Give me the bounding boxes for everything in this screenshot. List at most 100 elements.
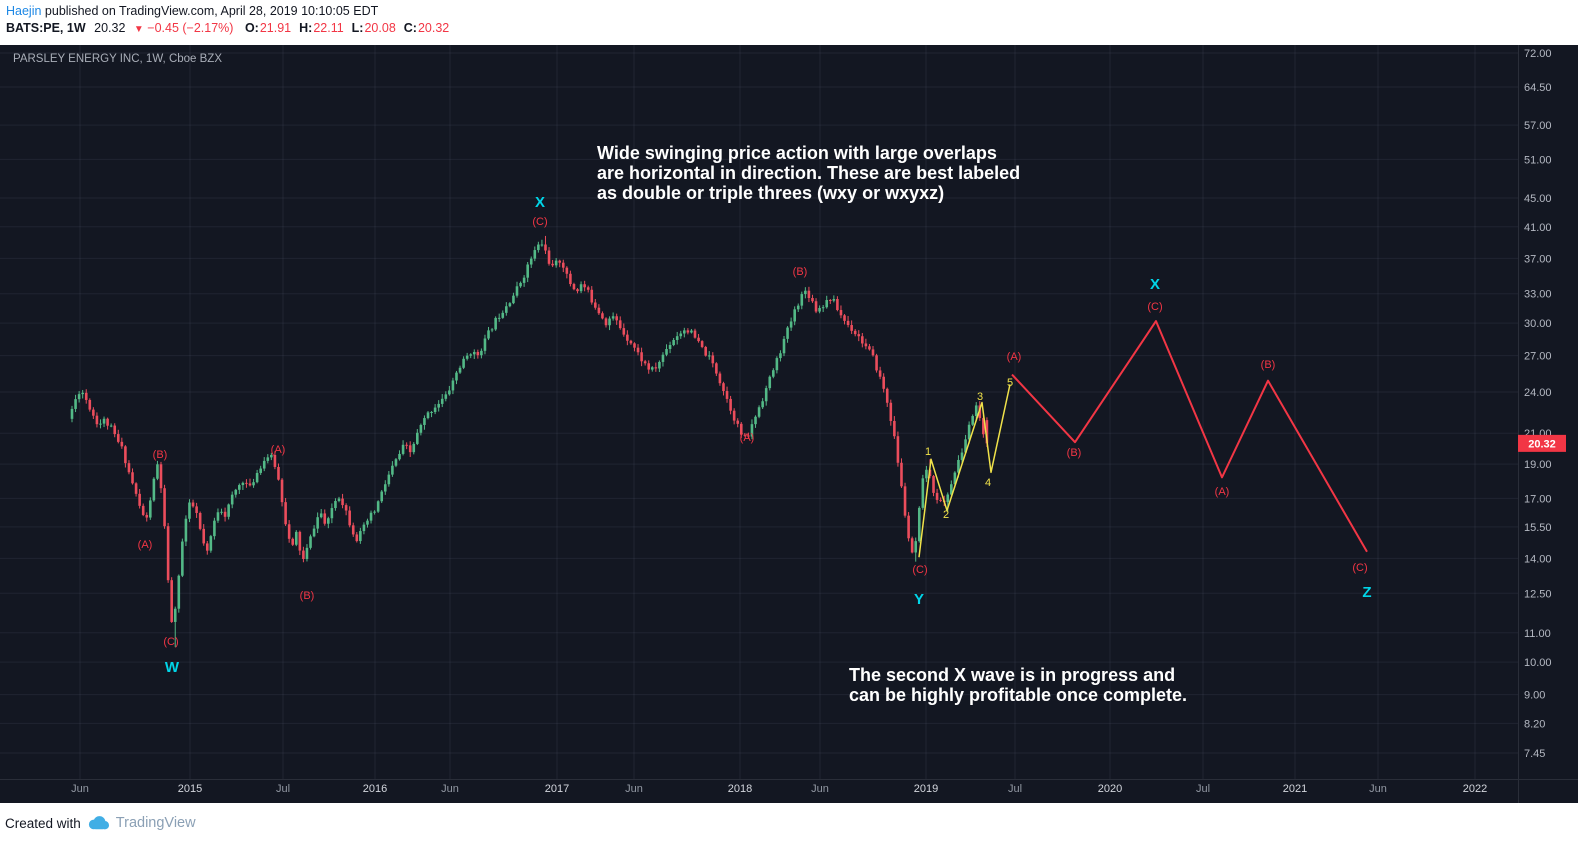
- author-link[interactable]: Haejin: [6, 4, 42, 18]
- wave-label-c: (C): [1352, 562, 1367, 574]
- price-chart-canvas[interactable]: (A) (B) (C) W (A) (B) X (C) (A) (B) (C) Y 1 2 3 4 5 (A) (B…: [0, 45, 1578, 803]
- ohlc-value: 22.11: [313, 21, 344, 35]
- time-tick-label: 2016: [363, 783, 387, 795]
- annotation-note-2: The second X wave is in progress and can …: [849, 665, 1187, 705]
- annotation-line: The second X wave is in progress and: [849, 665, 1176, 685]
- last-price-value: 20.32: [94, 21, 126, 35]
- wave-label-a: (A): [138, 539, 153, 551]
- ohlc-values: O:21.91 H:22.11 L:20.08 C:20.32: [237, 21, 449, 35]
- last-price-badge-text: 20.32: [1528, 438, 1556, 450]
- price-tick-label: 72.00: [1524, 48, 1552, 60]
- candlestick-series: [70, 235, 989, 648]
- time-tick-label: Jul: [1008, 783, 1022, 795]
- price-tick-label: 8.20: [1524, 718, 1545, 730]
- snapshot-footer: Created with TradingView: [0, 803, 1578, 843]
- price-tick-label: 11.00: [1524, 628, 1551, 640]
- wave-label-x: X: [1150, 276, 1160, 293]
- wave-labels-layer: (A) (B) (C) W (A) (B) X (C) (A) (B) (C) Y 1 2 3 4 5 (A) (B…: [138, 194, 1372, 676]
- time-tick-label: Jul: [1196, 783, 1210, 795]
- wave-label-c: (C): [532, 216, 547, 228]
- ohlc-value: 20.08: [364, 21, 396, 35]
- ohlc-key: O:: [244, 21, 259, 35]
- down-arrow-icon: ▼: [133, 24, 144, 35]
- price-change-text: −0.45 (−2.17%): [147, 21, 234, 35]
- wave-label-a: (A): [271, 444, 286, 456]
- last-price-badge: [1518, 434, 1566, 452]
- wave-label-a: (A): [1007, 351, 1022, 363]
- time-tick-label: 2018: [728, 783, 752, 795]
- wave-label-c: (C): [912, 564, 927, 576]
- time-tick-label: 2021: [1283, 783, 1307, 795]
- price-tick-label: 30.00: [1524, 318, 1552, 330]
- wave-label-2: 2: [943, 509, 949, 521]
- chart-symbol-watermark: PARSLEY ENERGY INC, 1W, Cboe BZX: [13, 53, 222, 65]
- wave-label-3: 3: [977, 391, 983, 403]
- wave-label-a: (A): [740, 432, 755, 444]
- price-tick-label: 14.00: [1524, 553, 1552, 565]
- wave-label-1: 1: [925, 446, 931, 458]
- annotation-line: can be highly profitable once complete.: [849, 685, 1188, 705]
- ohlc-key: C:: [403, 21, 417, 35]
- time-tick-label: 2019: [914, 783, 938, 795]
- price-tick-label: 17.00: [1524, 493, 1552, 505]
- price-tick-label: 51.00: [1524, 154, 1552, 166]
- time-tick-label: 2022: [1463, 783, 1487, 795]
- price-tick-label: 37.00: [1524, 253, 1552, 265]
- wave-label-b: (B): [1261, 359, 1276, 371]
- time-tick-label: Jun: [441, 783, 459, 795]
- price-tick-label: 64.50: [1524, 82, 1552, 94]
- quote-line: BATS:PE, 1W 20.32 ▼ −0.45 (−2.17%) O:21.…: [6, 21, 449, 35]
- price-tick-label: 33.00: [1524, 289, 1552, 301]
- tradingview-logo-icon: [88, 816, 109, 830]
- wave-label-z: Z: [1362, 584, 1371, 601]
- wave-label-b: (B): [1067, 447, 1082, 459]
- wave-label-a: (A): [1215, 486, 1230, 498]
- wave-label-w: W: [165, 659, 180, 676]
- tradingview-link[interactable]: TradingView: [115, 815, 196, 831]
- publish-header: Haejin published on TradingView.com, Apr…: [0, 0, 1578, 45]
- publish-line: Haejin published on TradingView.com, Apr…: [6, 4, 378, 18]
- price-tick-label: 15.50: [1524, 522, 1552, 534]
- time-tick-label: 2015: [178, 783, 202, 795]
- price-tick-label: 12.50: [1524, 588, 1552, 600]
- time-axis[interactable]: Jun 2015 Jul 2016 Jun 2017 Jun 2018 Jun 2019 Jul 20…: [0, 779, 1578, 796]
- ohlc-key: H:: [299, 21, 313, 35]
- publish-info-text: published on TradingView.com, April 28, …: [41, 4, 379, 18]
- price-tick-label: 57.00: [1524, 120, 1552, 132]
- chart-area[interactable]: (A) (B) (C) W (A) (B) X (C) (A) (B) (C) Y 1 2 3 4 5 (A) (B…: [0, 45, 1578, 803]
- projection-line-red[interactable]: [1011, 320, 1368, 553]
- wave-label-y: Y: [914, 591, 924, 608]
- wave-label-c: (C): [163, 636, 178, 648]
- price-tick-label: 19.00: [1524, 459, 1552, 471]
- elliott-wave-line-yellow[interactable]: [918, 384, 1011, 558]
- created-with-text: Created with: [5, 815, 81, 831]
- symbol-interval-label: BATS:PE, 1W: [6, 21, 86, 35]
- time-tick-label: 2020: [1098, 783, 1122, 795]
- price-tick-label: 9.00: [1524, 690, 1545, 702]
- price-change: ▼ −0.45 (−2.17%): [134, 21, 234, 35]
- annotation-note-1: Wide swinging price action with large ov…: [597, 143, 1020, 203]
- time-tick-label: 2017: [545, 783, 569, 795]
- annotation-line: Wide swinging price action with large ov…: [597, 143, 997, 163]
- time-tick-label: Jun: [71, 783, 89, 795]
- wave-label-x: X: [535, 194, 545, 211]
- time-tick-label: Jun: [1369, 783, 1387, 795]
- wave-label-b: (B): [793, 266, 808, 278]
- price-axis[interactable]: 72.00 64.50 57.00 51.00 45.00 41.00 37.00 33.00…: [1518, 45, 1566, 803]
- grid-layer: [0, 45, 1518, 779]
- price-tick-label: 41.00: [1524, 222, 1552, 234]
- ohlc-key: L:: [351, 21, 364, 35]
- price-tick-label: 24.00: [1524, 387, 1552, 399]
- annotation-line: are horizontal in direction. These are b…: [597, 163, 1021, 183]
- wave-label-b: (B): [300, 590, 315, 602]
- price-tick-label: 27.00: [1524, 351, 1552, 363]
- wave-label-5: 5: [1007, 377, 1013, 389]
- wave-label-b: (B): [153, 449, 168, 461]
- ohlc-value: 20.32: [417, 21, 450, 35]
- ohlc-value: 21.91: [259, 21, 292, 35]
- price-tick-label: 45.00: [1524, 193, 1552, 205]
- time-tick-label: Jun: [625, 783, 643, 795]
- time-tick-label: Jul: [276, 783, 290, 795]
- annotation-line: as double or triple threes (wxy or wxyxz…: [597, 183, 945, 203]
